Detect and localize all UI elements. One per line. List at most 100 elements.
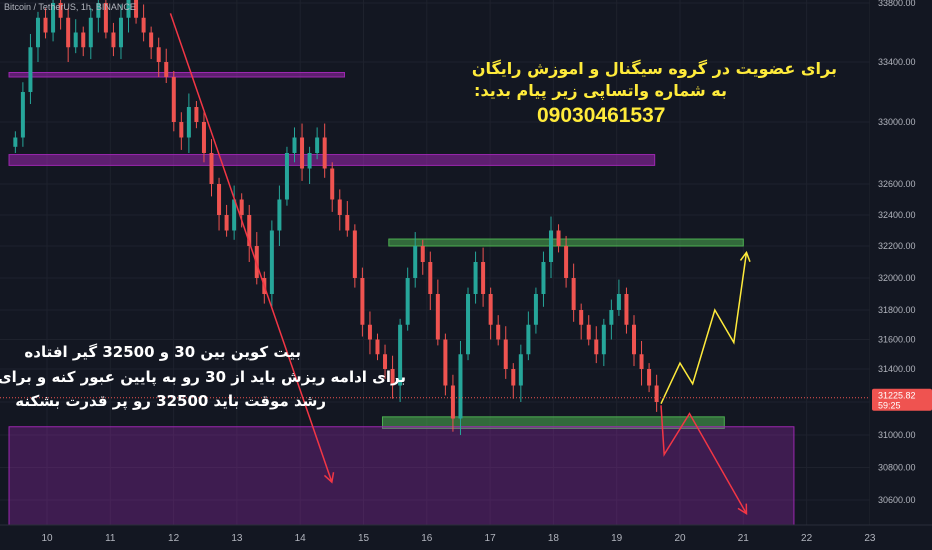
candle-body bbox=[292, 137, 297, 153]
y-tick-label: 30600.00 bbox=[878, 495, 916, 505]
candle-body bbox=[43, 17, 48, 33]
annotation-bottom-line2: برای ادامه ریزش باید از 30 رو به پایین ع… bbox=[0, 368, 406, 386]
price-axis[interactable]: 30600.0030800.0031000.0031200.0031400.00… bbox=[870, 0, 932, 550]
candle-body bbox=[496, 324, 501, 340]
candle-body bbox=[232, 199, 237, 231]
candle-body bbox=[330, 168, 335, 200]
chart-grid bbox=[0, 0, 871, 525]
x-tick-label: 21 bbox=[738, 533, 750, 544]
candle-body bbox=[450, 385, 455, 419]
x-tick-label: 18 bbox=[548, 533, 560, 544]
candle-body bbox=[503, 339, 508, 369]
candle-body bbox=[405, 278, 410, 325]
y-tick-label: 31800.00 bbox=[878, 305, 916, 315]
candle-body bbox=[466, 294, 471, 355]
candle-body bbox=[28, 47, 33, 92]
x-tick-label: 11 bbox=[105, 533, 116, 544]
symbol-title[interactable]: Bitcoin / TetherUS, 1h, BINANCE bbox=[4, 2, 136, 12]
candle-body bbox=[164, 62, 169, 77]
annotation-bottom-line1: بیت کوین بین 30 و 32500 گیر افتاده bbox=[24, 343, 301, 361]
candle-body bbox=[201, 122, 206, 153]
y-tick-label: 31600.00 bbox=[878, 335, 916, 345]
candle-body bbox=[51, 3, 56, 33]
candle-body bbox=[337, 199, 342, 215]
candle-body bbox=[367, 324, 372, 340]
x-tick-label: 17 bbox=[485, 533, 497, 544]
y-tick-label: 33000.00 bbox=[878, 117, 916, 127]
time-axis[interactable]: 10 11 12 13 14 15 16 17 18 19 20 21 22 23 bbox=[0, 524, 932, 550]
y-tick-label: 33400.00 bbox=[878, 57, 916, 67]
candle-body bbox=[481, 262, 486, 294]
candle-body bbox=[134, 0, 139, 18]
candle-body bbox=[488, 294, 493, 325]
y-tick-label: 32200.00 bbox=[878, 241, 916, 251]
arrowhead-red-down-path bbox=[737, 503, 748, 516]
candle-body bbox=[511, 369, 516, 386]
candle-body bbox=[533, 294, 538, 325]
candle-body bbox=[398, 324, 403, 386]
candle-body bbox=[171, 77, 176, 122]
candle-body bbox=[88, 17, 93, 48]
candle-body bbox=[564, 246, 569, 278]
candle-body bbox=[609, 310, 614, 325]
candle-body bbox=[518, 354, 523, 386]
price-tag-value: 31225.82 bbox=[878, 391, 916, 401]
candle-body bbox=[428, 262, 433, 294]
candle-body bbox=[35, 17, 40, 48]
y-tick-label: 33800.00 bbox=[878, 0, 916, 8]
x-tick-label: 19 bbox=[611, 533, 623, 544]
zone-purple-bottom[interactable] bbox=[8, 426, 795, 542]
x-tick-label: 15 bbox=[358, 533, 370, 544]
x-tick-label: 16 bbox=[421, 533, 433, 544]
candle-body bbox=[20, 92, 25, 138]
candle-body bbox=[549, 230, 554, 262]
y-tick-label: 31000.00 bbox=[878, 430, 916, 440]
candle-body bbox=[247, 215, 252, 246]
candles bbox=[13, 0, 659, 435]
candle-body bbox=[383, 354, 388, 369]
candle-body bbox=[352, 230, 357, 278]
projection-red-down-path bbox=[660, 405, 748, 515]
candle-body bbox=[239, 199, 244, 215]
candle-body bbox=[624, 294, 629, 325]
candle-body bbox=[435, 294, 440, 340]
y-tick-label: 32600.00 bbox=[878, 179, 916, 189]
candle-body bbox=[375, 339, 380, 355]
candle-body bbox=[647, 369, 652, 386]
candle-body bbox=[13, 137, 18, 147]
candle-body bbox=[141, 17, 146, 33]
x-tick-label: 12 bbox=[168, 533, 180, 544]
candle-body bbox=[473, 262, 478, 294]
arrowhead-yellow-up-path bbox=[739, 250, 751, 263]
candle-body bbox=[345, 215, 350, 231]
candle-body bbox=[126, 0, 131, 18]
y-tick-label: 31400.00 bbox=[878, 364, 916, 374]
candle-body bbox=[58, 3, 63, 18]
candle-body bbox=[179, 122, 184, 138]
zone-resistance-line[interactable] bbox=[8, 72, 346, 78]
candle-body bbox=[300, 137, 305, 169]
candle-body bbox=[96, 3, 101, 18]
candle-body bbox=[149, 32, 154, 48]
y-tick-label: 32000.00 bbox=[878, 273, 916, 283]
candle-body bbox=[224, 215, 229, 231]
candle-body bbox=[209, 153, 214, 184]
candle-body bbox=[322, 137, 327, 169]
candle-body bbox=[420, 246, 425, 262]
candle-body bbox=[390, 369, 395, 386]
candle-body bbox=[571, 278, 576, 310]
zone-green-bottom[interactable] bbox=[381, 416, 725, 429]
x-tick-label: 13 bbox=[231, 533, 243, 544]
candle-body bbox=[66, 17, 71, 48]
x-tick-label: 20 bbox=[674, 533, 686, 544]
annotation-phone: 09030461537 bbox=[537, 104, 666, 127]
candle-body bbox=[631, 324, 636, 355]
candle-body bbox=[156, 47, 161, 62]
candle-body bbox=[277, 199, 282, 231]
candle-body bbox=[639, 354, 644, 369]
candle-body bbox=[601, 324, 606, 355]
x-tick-label: 22 bbox=[801, 533, 813, 544]
y-tick-label: 32400.00 bbox=[878, 210, 916, 220]
candle-body bbox=[284, 153, 289, 200]
